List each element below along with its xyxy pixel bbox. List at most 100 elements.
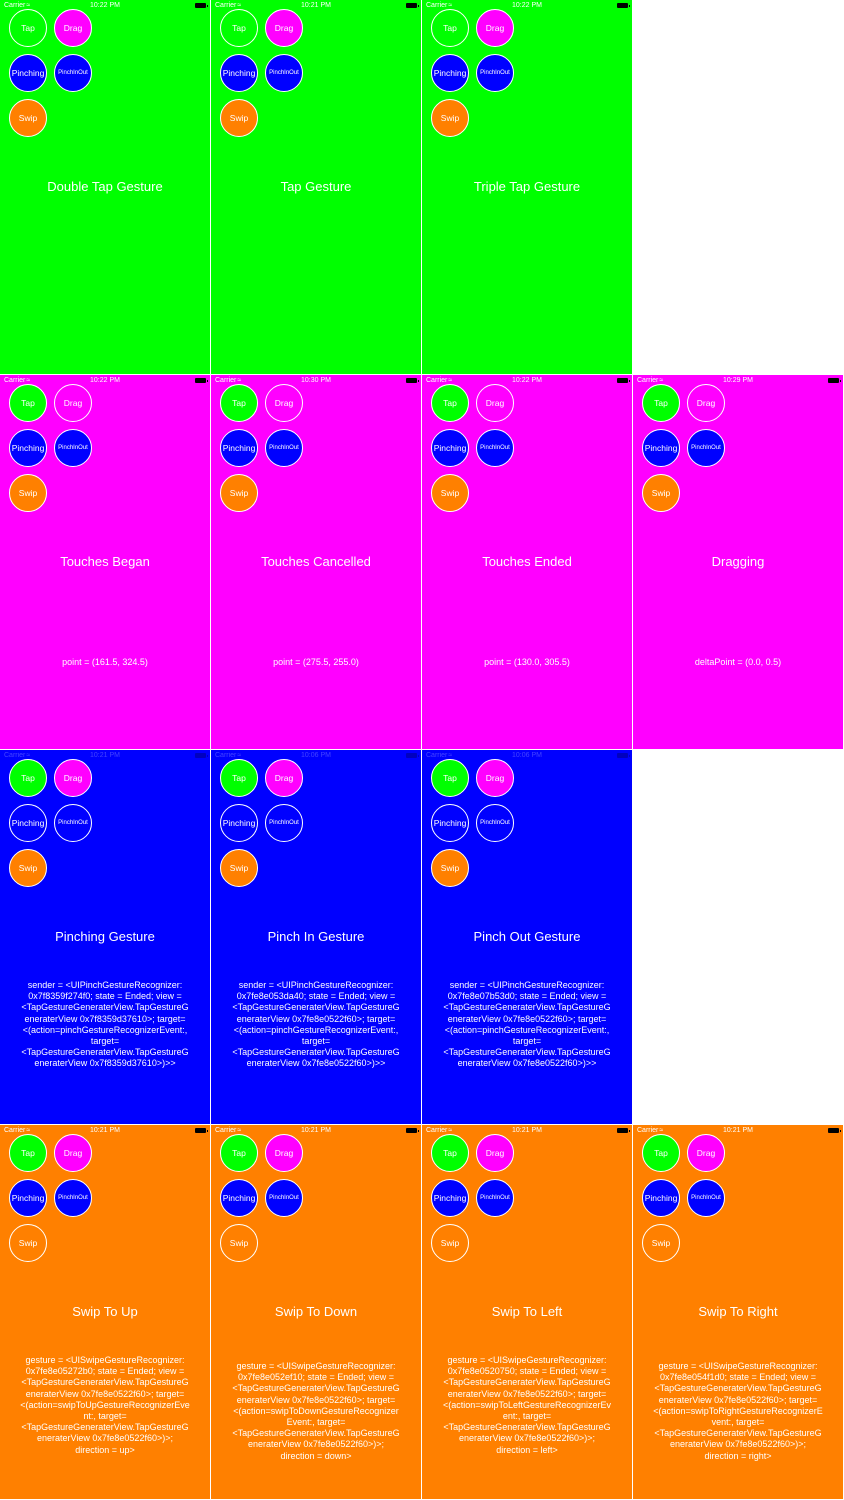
drag-button[interactable]: Drag — [54, 9, 92, 47]
swip-button[interactable]: Swip — [431, 99, 469, 137]
screen-swip-right[interactable]: Carrier≈ 10:21 PM Tap Drag Pinching Pinc… — [633, 1125, 843, 1499]
pinching-button[interactable]: Pinching — [431, 804, 469, 842]
pinching-button[interactable]: Pinching — [642, 429, 680, 467]
tap-button[interactable]: Tap — [9, 759, 47, 797]
pinch-in-out-button[interactable]: PinchInOut — [687, 429, 725, 467]
pinch-in-out-button[interactable]: PinchInOut — [265, 804, 303, 842]
screen-touches-cancelled[interactable]: Carrier≈ 10:30 PM Tap Drag Pinching Pinc… — [211, 375, 421, 749]
pinching-button[interactable]: Pinching — [220, 429, 258, 467]
swip-button[interactable]: Swip — [642, 1224, 680, 1262]
carrier-label: Carrier≈ — [215, 0, 241, 12]
screen-dragging[interactable]: Carrier≈ 10:29 PM Tap Drag Pinching Pinc… — [633, 375, 843, 749]
drag-button[interactable]: Drag — [54, 1134, 92, 1172]
pinch-in-out-button[interactable]: PinchInOut — [476, 1179, 514, 1217]
drag-button[interactable]: Drag — [476, 384, 514, 422]
tap-button[interactable]: Tap — [431, 1134, 469, 1172]
screen-tap[interactable]: Carrier≈ 10:21 PM Tap Drag Pinching Pinc… — [211, 0, 421, 374]
screen-swip-down[interactable]: Carrier≈ 10:21 PM Tap Drag Pinching Pinc… — [211, 1125, 421, 1499]
tap-button[interactable]: Tap — [220, 384, 258, 422]
pinching-button[interactable]: Pinching — [9, 804, 47, 842]
tap-button[interactable]: Tap — [9, 384, 47, 422]
pinch-in-out-button[interactable]: PinchInOut — [476, 804, 514, 842]
drag-button[interactable]: Drag — [687, 1134, 725, 1172]
pinching-button[interactable]: Pinching — [431, 1179, 469, 1217]
tap-button[interactable]: Tap — [220, 9, 258, 47]
tap-button[interactable]: Tap — [642, 1134, 680, 1172]
pinching-button[interactable]: Pinching — [431, 54, 469, 92]
swip-button[interactable]: Swip — [220, 849, 258, 887]
drag-button[interactable]: Drag — [265, 1134, 303, 1172]
swip-button[interactable]: Swip — [642, 474, 680, 512]
swip-button[interactable]: Swip — [9, 849, 47, 887]
carrier-label: Carrier≈ — [4, 0, 30, 12]
tap-button[interactable]: Tap — [220, 759, 258, 797]
pinch-in-out-button[interactable]: PinchInOut — [476, 429, 514, 467]
status-bar: Carrier≈ 10:06 PM — [422, 750, 632, 762]
drag-button[interactable]: Drag — [476, 9, 514, 47]
gesture-title: Touches Began — [60, 554, 150, 569]
swip-button[interactable]: Swip — [220, 474, 258, 512]
status-time: 10:21 PM — [512, 1127, 542, 1134]
pinch-in-out-button[interactable]: PinchInOut — [687, 1179, 725, 1217]
tap-button[interactable]: Tap — [220, 1134, 258, 1172]
pinching-button[interactable]: Pinching — [642, 1179, 680, 1217]
screen-pinch-out[interactable]: Carrier≈ 10:06 PM Tap Drag Pinching Pinc… — [422, 750, 632, 1124]
drag-button[interactable]: Drag — [476, 1134, 514, 1172]
drag-button[interactable]: Drag — [265, 9, 303, 47]
drag-button[interactable]: Drag — [265, 384, 303, 422]
drag-button[interactable]: Drag — [476, 759, 514, 797]
pinch-in-out-button[interactable]: PinchInOut — [54, 54, 92, 92]
pinch-in-out-button[interactable]: PinchInOut — [54, 1179, 92, 1217]
pinch-in-out-button[interactable]: PinchInOut — [54, 429, 92, 467]
wifi-icon: ≈ — [448, 752, 453, 759]
tap-button[interactable]: Tap — [9, 9, 47, 47]
pinching-button[interactable]: Pinching — [220, 1179, 258, 1217]
wifi-icon: ≈ — [448, 1127, 453, 1134]
pinch-in-out-button[interactable]: PinchInOut — [54, 804, 92, 842]
screen-touches-began[interactable]: Carrier≈ 10:22 PM Tap Drag Pinching Pinc… — [0, 375, 210, 749]
swip-button[interactable]: Swip — [431, 474, 469, 512]
tap-button[interactable]: Tap — [431, 9, 469, 47]
status-bar: Carrier≈ 10:22 PM — [0, 375, 210, 387]
swip-button[interactable]: Swip — [9, 474, 47, 512]
screen-pinching[interactable]: Carrier≈ 10:21 PM Tap Drag Pinching Pinc… — [0, 750, 210, 1124]
swip-button[interactable]: Swip — [431, 849, 469, 887]
wifi-icon: ≈ — [448, 2, 453, 9]
pinching-button[interactable]: Pinching — [9, 54, 47, 92]
screen-touches-ended[interactable]: Carrier≈ 10:22 PM Tap Drag Pinching Pinc… — [422, 375, 632, 749]
status-time: 10:21 PM — [723, 1127, 753, 1134]
pinch-in-out-button[interactable]: PinchInOut — [476, 54, 514, 92]
pinch-in-out-button[interactable]: PinchInOut — [265, 429, 303, 467]
swip-button[interactable]: Swip — [431, 1224, 469, 1262]
tap-button[interactable]: Tap — [431, 384, 469, 422]
pinching-button[interactable]: Pinching — [220, 804, 258, 842]
wifi-icon: ≈ — [659, 1127, 664, 1134]
swip-button[interactable]: Swip — [220, 99, 258, 137]
battery-icon — [828, 1128, 841, 1133]
screen-double-tap[interactable]: Carrier≈ 10:22 PM Tap Drag Pinching Pinc… — [0, 0, 210, 374]
pinching-button[interactable]: Pinching — [220, 54, 258, 92]
swip-button[interactable]: Swip — [9, 99, 47, 137]
tap-button[interactable]: Tap — [9, 1134, 47, 1172]
screen-swip-up[interactable]: Carrier≈ 10:21 PM Tap Drag Pinching Pinc… — [0, 1125, 210, 1499]
battery-icon — [828, 378, 841, 383]
pinching-button[interactable]: Pinching — [9, 429, 47, 467]
carrier-label: Carrier≈ — [4, 750, 30, 762]
swip-button[interactable]: Swip — [220, 1224, 258, 1262]
pinch-in-out-button[interactable]: PinchInOut — [265, 1179, 303, 1217]
drag-button[interactable]: Drag — [265, 759, 303, 797]
drag-button[interactable]: Drag — [687, 384, 725, 422]
pinching-button[interactable]: Pinching — [9, 1179, 47, 1217]
drag-button[interactable]: Drag — [54, 759, 92, 797]
swip-button[interactable]: Swip — [9, 1224, 47, 1262]
tap-button[interactable]: Tap — [642, 384, 680, 422]
pinch-in-out-button[interactable]: PinchInOut — [265, 54, 303, 92]
gesture-detail: sender = <UIPinchGestureRecognizer: 0x7f… — [232, 980, 400, 1069]
screen-swip-left[interactable]: Carrier≈ 10:21 PM Tap Drag Pinching Pinc… — [422, 1125, 632, 1499]
screen-triple-tap[interactable]: Carrier≈ 10:22 PM Tap Drag Pinching Pinc… — [422, 0, 632, 374]
status-bar: Carrier≈ 10:21 PM — [0, 750, 210, 762]
tap-button[interactable]: Tap — [431, 759, 469, 797]
pinching-button[interactable]: Pinching — [431, 429, 469, 467]
drag-button[interactable]: Drag — [54, 384, 92, 422]
screen-pinch-in[interactable]: Carrier≈ 10:06 PM Tap Drag Pinching Pinc… — [211, 750, 421, 1124]
